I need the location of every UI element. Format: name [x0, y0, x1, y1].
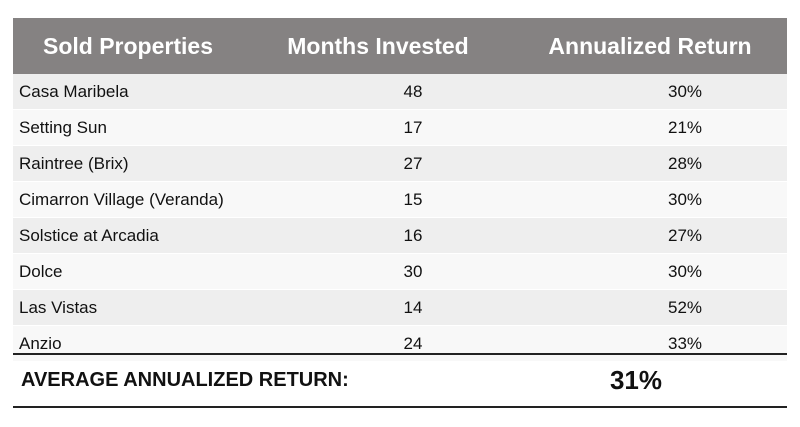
property-name: Anzio — [19, 333, 62, 353]
months-invested: 16 — [403, 225, 423, 245]
annualized-return: 33% — [667, 333, 703, 353]
months-invested: 27 — [403, 153, 423, 173]
property-name: Setting Sun — [19, 117, 107, 137]
property-name: Dolce — [19, 261, 63, 281]
annualized-return: 30% — [667, 81, 703, 101]
table-row: Setting Sun 17 21% — [13, 110, 787, 146]
table-row: Dolce 30 30% — [13, 254, 787, 290]
table-row: Las Vistas 14 52% — [13, 290, 787, 326]
property-name: Solstice at Arcadia — [19, 225, 159, 245]
table-row: Anzio 24 33% — [13, 326, 787, 362]
table-header: Sold Properties Months Invested Annualiz… — [13, 18, 787, 74]
property-name: Las Vistas — [19, 297, 98, 317]
annualized-return: 52% — [667, 297, 703, 317]
header-sold-properties: Sold Properties — [43, 32, 213, 59]
table-row: Solstice at Arcadia 16 27% — [13, 218, 787, 254]
properties-table: Sold Properties Months Invested Annualiz… — [13, 18, 787, 362]
average-return-summary: AVERAGE ANNUALIZED RETURN: 31% — [13, 353, 787, 408]
header-months-invested: Months Invested — [287, 32, 469, 59]
property-name: Casa Maribela — [19, 81, 129, 101]
annualized-return: 21% — [667, 117, 703, 137]
property-name: Raintree (Brix) — [19, 153, 129, 173]
months-invested: 24 — [403, 333, 423, 353]
months-invested: 14 — [403, 297, 423, 317]
annualized-return: 30% — [667, 261, 703, 281]
months-invested: 48 — [403, 81, 423, 101]
header-annualized-return: Annualized Return — [548, 32, 752, 59]
annualized-return: 30% — [667, 189, 703, 209]
table-row: Raintree (Brix) 27 28% — [13, 146, 787, 182]
months-invested: 17 — [403, 117, 423, 137]
annualized-return: 28% — [667, 153, 703, 173]
table-row: Cimarron Village (Veranda) 15 30% — [13, 182, 787, 218]
annualized-return: 27% — [667, 225, 703, 245]
months-invested: 15 — [403, 189, 423, 209]
average-return-value: 31% — [609, 365, 663, 395]
table-row: Casa Maribela 48 30% — [13, 74, 787, 110]
months-invested: 30 — [403, 261, 423, 281]
average-return-label: AVERAGE ANNUALIZED RETURN: — [21, 369, 349, 391]
property-name: Cimarron Village (Veranda) — [19, 189, 224, 209]
